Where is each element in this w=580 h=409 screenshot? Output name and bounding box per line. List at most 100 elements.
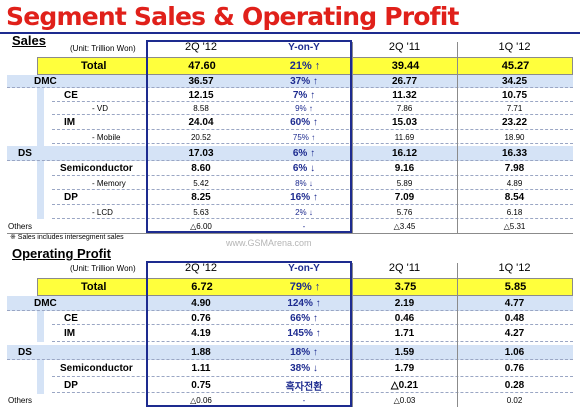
cell-q2-11: 9.16 [394,163,415,174]
cell-q2-11: △3.45 [393,221,416,231]
sep-1q12 [457,263,458,407]
sales-row: Total 47.60 21% ↑ 39.44 45.27 [37,57,573,75]
cell-q1-12: 0.48 [504,312,525,324]
cell-yoy: 37% ↑ [290,76,318,87]
cell-q1-12: 8.54 [504,192,525,203]
cell-q1-12: 1.06 [504,347,525,358]
cell-q1-12: 45.27 [501,60,530,72]
sales-row: - Mobile 20.52 75% ↑ 11.69 18.90 [52,130,573,144]
op-ds-group-bar [37,360,44,394]
cell-q2-11: 7.86 [396,104,413,113]
op-section-label: Operating Profit [12,246,111,261]
cell-yoy: 2% ↓ [295,207,313,217]
row-label: DMC [34,76,57,87]
row-label: Semiconductor [60,163,133,174]
cell-q1-12: 6.18 [506,207,523,217]
row-label: Semiconductor [60,363,133,374]
op-unit-label: (Unit: Trillion Won) [70,264,136,273]
cell-q2-11: △0.03 [393,396,416,405]
op-col-2q11: 2Q '11 [388,262,421,274]
sales-row: - Memory 5.42 8% ↓ 5.89 4.89 [52,176,573,190]
cell-q2-11: 0.46 [394,312,415,324]
operating-profit-row: DMC 4.90 124% ↑ 2.19 4.77 [7,296,573,311]
cell-q1-12: 4.89 [506,178,523,188]
cell-yoy: 145% ↑ [287,328,321,339]
sales-unit-label: (Unit: Trillion Won) [70,44,136,53]
cell-q1-12: 16.33 [501,148,528,159]
row-label: Others [8,221,33,231]
op-col-1q12: 1Q '12 [498,262,531,274]
cell-q2-12: 6.72 [191,281,213,293]
row-label: CE [64,89,78,101]
cell-q2-12: 17.03 [188,148,214,159]
footnote: ※ Sales includes intersegment sales [10,234,124,241]
cell-yoy: - [302,221,306,231]
cell-q1-12: 4.77 [504,298,525,309]
cell-q2-11: 1.79 [394,363,415,374]
cell-q2-12: 20.52 [190,132,212,142]
cell-q1-12: 23.22 [501,117,528,128]
slide-title: Segment Sales & Operating Profit [6,2,459,31]
sales-row: Semiconductor 8.60 6% ↓ 9.16 7.98 [52,161,573,176]
row-divider [52,324,573,325]
cell-yoy: 38% ↓ [290,363,318,374]
row-divider [52,101,573,102]
cell-yoy: 75% ↑ [292,132,316,142]
row-label: DP [64,379,78,391]
row-label: DMC [34,298,57,309]
cell-q2-11: 5.76 [396,207,413,217]
dmc-group-bar [37,88,44,146]
sales-col-yoy: Y-on-Y [288,42,320,53]
cell-yoy: 124% ↑ [287,298,321,309]
sales-row: CE 12.15 7% ↑ 11.32 10.75 [52,88,573,102]
cell-q2-11: 7.09 [394,192,415,203]
cell-q2-12: 0.76 [191,312,211,324]
cell-q2-12: 5.63 [193,207,209,217]
row-divider [52,204,573,205]
cell-q1-12: 0.76 [504,363,525,374]
cell-q2-11: 11.32 [392,89,417,101]
cell-q2-12: 47.60 [188,60,216,72]
cell-q2-12: 12.15 [188,89,214,101]
cell-q1-12: 7.71 [506,104,523,113]
cell-yoy: 21% ↑ [289,60,321,72]
watermark: www.GSMArena.com [226,238,312,248]
sales-row: DS 17.03 6% ↑ 16.12 16.33 [7,146,573,161]
row-divider [7,160,573,161]
cell-q1-12: 7.98 [504,163,525,174]
cell-q2-12: 4.90 [191,298,211,309]
row-label: Total [81,60,107,72]
cell-q2-12: 0.75 [191,379,211,391]
cell-q2-12: 8.60 [191,163,211,174]
cell-q2-12: 8.58 [193,104,209,113]
cell-q1-12: 34.25 [501,76,528,87]
sales-col-2q12: 2Q '12 [184,41,218,53]
op-col-2q12: 2Q '12 [184,262,218,274]
operating-profit-row: IM 4.19 145% ↑ 1.71 4.27 [52,325,573,342]
cell-q2-12: 24.04 [188,117,214,128]
cell-yoy: 79% ↑ [289,281,321,293]
cell-q2-12: 5.42 [193,178,209,188]
operating-profit-row: DP 0.75 흑자전환 △0.21 0.28 [52,377,573,393]
cell-yoy: 8% ↓ [295,178,313,188]
cell-q2-11: 3.75 [394,281,417,293]
sales-row: IM 24.04 60% ↑ 15.03 23.22 [52,115,573,130]
row-label: DP [64,192,78,203]
cell-yoy: 6% ↓ [292,163,316,174]
cell-q1-12: 5.85 [504,281,527,293]
row-label: - VD [92,104,108,113]
cell-q2-12: 1.11 [191,363,211,374]
sep-1q12 [457,42,458,233]
row-label: IM [64,328,76,339]
row-label: DS [18,148,32,159]
cell-q1-12: 0.28 [504,379,525,391]
yoy-column-highlight [146,40,352,233]
cell-q2-11: 39.44 [391,60,420,72]
operating-profit-row: DS 1.88 18% ↑ 1.59 1.06 [7,345,573,360]
row-label: CE [64,312,78,324]
cell-q2-11: 1.71 [394,328,415,339]
cell-q2-11: 26.77 [391,76,418,87]
sales-row: DMC 36.57 37% ↑ 26.77 34.25 [7,75,573,88]
operating-profit-row: Semiconductor 1.11 38% ↓ 1.79 0.76 [52,360,573,377]
cell-yoy: 6% ↑ [292,148,316,159]
